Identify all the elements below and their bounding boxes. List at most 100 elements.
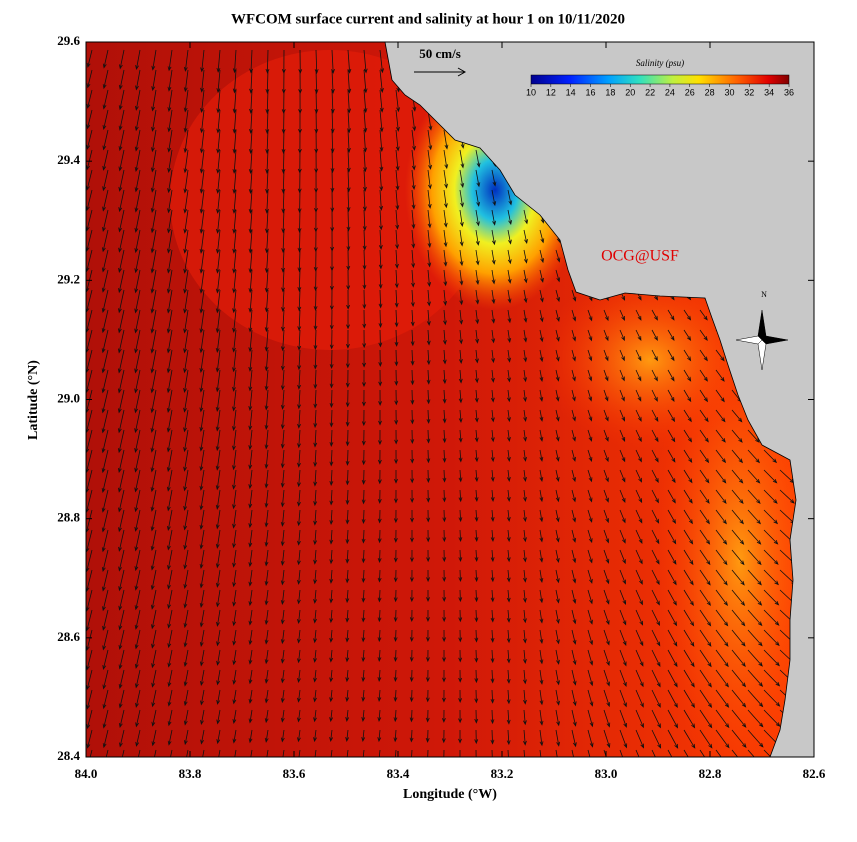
current-arrow [215,489,221,510]
current-arrow [135,69,141,91]
current-arrow [281,329,285,352]
current-arrow [699,449,710,464]
current-arrow [410,329,415,347]
current-arrow [571,329,576,342]
current-arrow [134,229,141,254]
current-arrow [427,169,432,190]
current-arrow [411,749,413,757]
current-arrow [150,469,157,493]
current-arrow [151,49,157,71]
current-arrow [183,589,189,609]
current-arrow [587,649,594,666]
current-arrow [234,749,237,757]
current-arrow [490,569,495,583]
current-arrow [216,69,221,94]
current-arrow [118,289,125,314]
current-arrow [297,669,301,683]
current-arrow [427,129,433,151]
current-arrow [151,709,157,727]
current-arrow [297,729,301,743]
current-arrow [101,249,109,273]
current-arrow [118,109,125,131]
current-arrow [345,449,350,466]
current-arrow [619,569,626,585]
current-arrow [150,569,157,591]
current-arrow [603,549,610,564]
current-arrow [603,609,610,626]
current-arrow [361,489,366,505]
current-arrow [215,289,221,314]
current-arrow [394,329,399,347]
current-arrow [731,489,744,505]
current-arrow [507,209,513,226]
current-arrow [166,429,173,453]
current-arrow [731,749,739,757]
x-tick-label: 82.8 [699,766,722,781]
current-arrow [183,629,189,648]
current-arrow [232,549,237,568]
current-arrow [346,169,351,193]
current-arrow [394,289,399,308]
current-arrow [216,149,221,174]
current-arrow [102,129,109,151]
current-arrow [539,329,544,343]
current-arrow [474,629,479,643]
current-arrow [346,249,351,271]
current-arrow [667,709,679,729]
current-arrow [345,509,350,525]
current-arrow [363,89,368,114]
current-arrow [134,269,141,294]
current-arrow [232,589,237,607]
current-arrow [297,369,302,390]
current-arrow [134,549,141,572]
current-arrow [619,329,625,342]
current-arrow [491,269,496,285]
current-arrow [491,349,495,364]
current-arrow [394,409,399,425]
current-arrow [393,689,398,703]
current-arrow [651,649,661,667]
current-arrow [361,589,366,603]
current-arrow [102,609,109,631]
current-arrow [395,209,400,230]
current-arrow [102,69,109,90]
current-arrow [506,569,511,583]
current-arrow [603,649,610,667]
current-arrow [410,469,415,484]
current-arrow [264,729,269,743]
current-arrow [507,229,512,245]
current-arrow [86,189,93,212]
current-arrow [330,149,335,174]
current-arrow [667,469,676,484]
current-arrow [635,429,642,443]
current-arrow [135,49,141,71]
current-arrow [667,589,677,606]
current-arrow [378,329,383,348]
current-arrow [314,749,317,757]
current-arrow [651,669,661,688]
current-arrow [199,329,205,354]
current-arrow [571,289,577,302]
current-arrow [102,589,109,612]
current-arrow [86,729,93,749]
current-arrow [683,469,693,484]
y-tick-label: 29.4 [57,152,80,167]
current-arrow [715,429,726,443]
current-arrow [443,749,445,757]
current-arrow [539,229,545,244]
current-arrow [345,649,350,663]
current-arrow [232,109,237,134]
current-arrow [442,489,447,503]
current-arrow [763,489,778,504]
current-arrow [506,709,511,725]
current-arrow [539,489,544,503]
current-arrow [393,589,398,603]
current-arrow [280,509,285,527]
current-arrow [523,309,528,323]
current-arrow [571,389,576,402]
current-arrow [134,309,141,334]
current-arrow [215,549,221,569]
current-arrow [587,349,593,362]
current-arrow [441,729,446,744]
current-arrow [199,269,205,294]
